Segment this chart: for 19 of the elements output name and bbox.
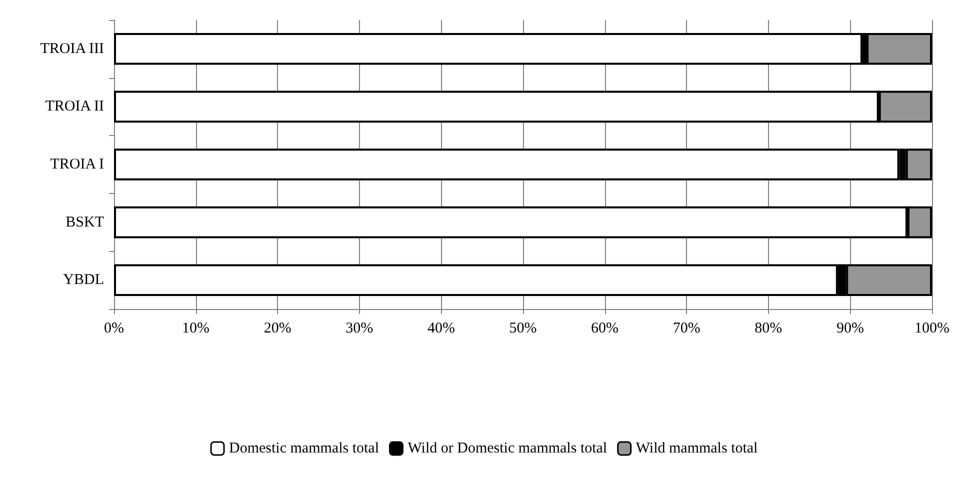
x-tick-label: 10%: [182, 320, 210, 336]
x-tick-label: 100%: [914, 320, 950, 336]
legend-label: Domestic mammals total: [229, 440, 380, 456]
x-tick-label: 70%: [672, 320, 700, 336]
x-tick-label: 20%: [264, 320, 292, 336]
y-tick-label: TROIA I: [50, 156, 104, 172]
y-tick-label: BSKT: [66, 214, 104, 230]
legend-label: Wild mammals total: [636, 440, 758, 456]
y-tick-label: YBDL: [63, 272, 104, 288]
x-tick-label: 80%: [754, 320, 782, 336]
x-tick-label: 60%: [591, 320, 619, 336]
y-tick-label: TROIA II: [45, 98, 104, 115]
y-tick-label: TROIA III: [40, 40, 104, 57]
x-tick-label: 50%: [509, 320, 537, 336]
x-tick-label: 0%: [104, 320, 124, 336]
x-tick-label: 40%: [427, 320, 455, 336]
x-tick-label: 30%: [346, 320, 374, 336]
legend-label: Wild or Domestic mammals total: [408, 440, 608, 456]
x-tick-label: 90%: [836, 320, 864, 336]
